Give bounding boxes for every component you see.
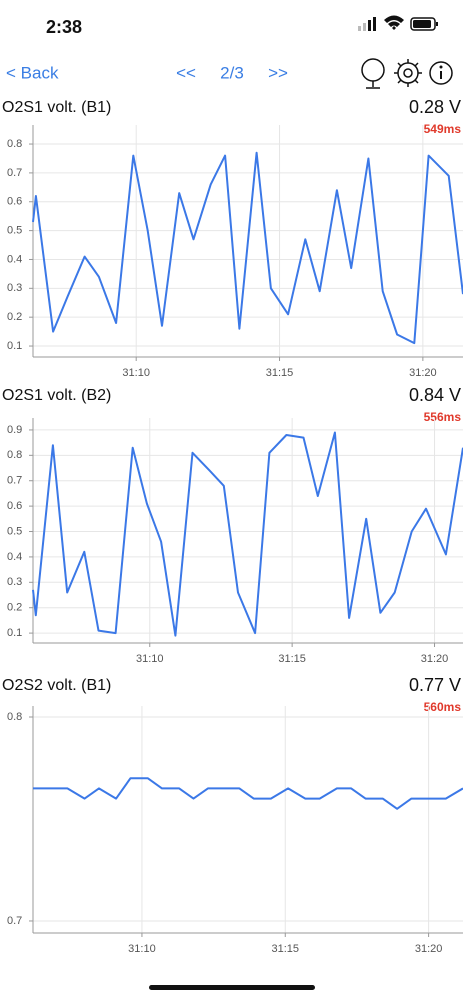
- y-tick-label: 0.6: [7, 196, 22, 208]
- current-reading: 0.28 V: [409, 97, 461, 117]
- next-button[interactable]: >>: [268, 63, 288, 82]
- latency: 549ms: [424, 122, 462, 136]
- chart-title: O2S2 volt. (B1): [2, 677, 111, 694]
- home-indicator: [149, 985, 315, 990]
- page-indicator: 2/3: [220, 63, 244, 82]
- y-tick-label: 0.5: [7, 225, 22, 237]
- status-icons: [358, 15, 438, 31]
- chart-title: O2S1 volt. (B1): [2, 99, 111, 116]
- current-reading: 0.77 V: [409, 675, 461, 695]
- y-tick-label: 0.7: [7, 167, 22, 179]
- x-tick-label: 31:10: [128, 943, 156, 955]
- data-line: [33, 777, 463, 810]
- y-tick-label: 0.7: [7, 475, 22, 487]
- status-time: 2:38: [46, 17, 82, 37]
- y-tick-label: 0.7: [7, 915, 22, 927]
- data-line: [32, 151, 463, 345]
- x-tick-label: 31:20: [415, 943, 443, 955]
- y-tick-label: 0.6: [7, 500, 22, 512]
- x-tick-label: 31:20: [421, 653, 449, 665]
- y-tick-label: 0.8: [7, 711, 22, 723]
- y-tick-label: 0.9: [7, 424, 22, 436]
- prev-button[interactable]: <<: [176, 63, 196, 82]
- y-tick-label: 0.8: [7, 449, 22, 461]
- latency: 556ms: [424, 410, 462, 424]
- x-tick-label: 31:15: [266, 367, 294, 379]
- y-tick-label: 0.1: [7, 627, 22, 639]
- chart-title: O2S1 volt. (B2): [2, 387, 111, 404]
- y-tick-label: 0.3: [7, 282, 22, 294]
- data-line: [32, 431, 463, 637]
- x-tick-label: 31:15: [278, 653, 306, 665]
- y-tick-label: 0.2: [7, 311, 22, 323]
- latency: 560ms: [424, 700, 462, 714]
- x-tick-label: 31:10: [136, 653, 164, 665]
- y-tick-label: 0.8: [7, 138, 22, 150]
- x-tick-label: 31:15: [272, 943, 300, 955]
- y-tick-label: 0.1: [7, 340, 22, 352]
- y-tick-label: 0.3: [7, 576, 22, 588]
- info-icon[interactable]: [429, 61, 453, 85]
- back-button[interactable]: < Back: [6, 63, 59, 82]
- settings-icon[interactable]: [394, 59, 422, 87]
- x-tick-label: 31:10: [122, 367, 150, 379]
- y-tick-label: 0.4: [7, 551, 22, 563]
- y-tick-label: 0.4: [7, 253, 22, 265]
- y-tick-label: 0.2: [7, 602, 22, 614]
- current-reading: 0.84 V: [409, 385, 461, 405]
- voice-icon[interactable]: [361, 58, 385, 89]
- x-tick-label: 31:20: [409, 367, 437, 379]
- y-tick-label: 0.5: [7, 525, 22, 537]
